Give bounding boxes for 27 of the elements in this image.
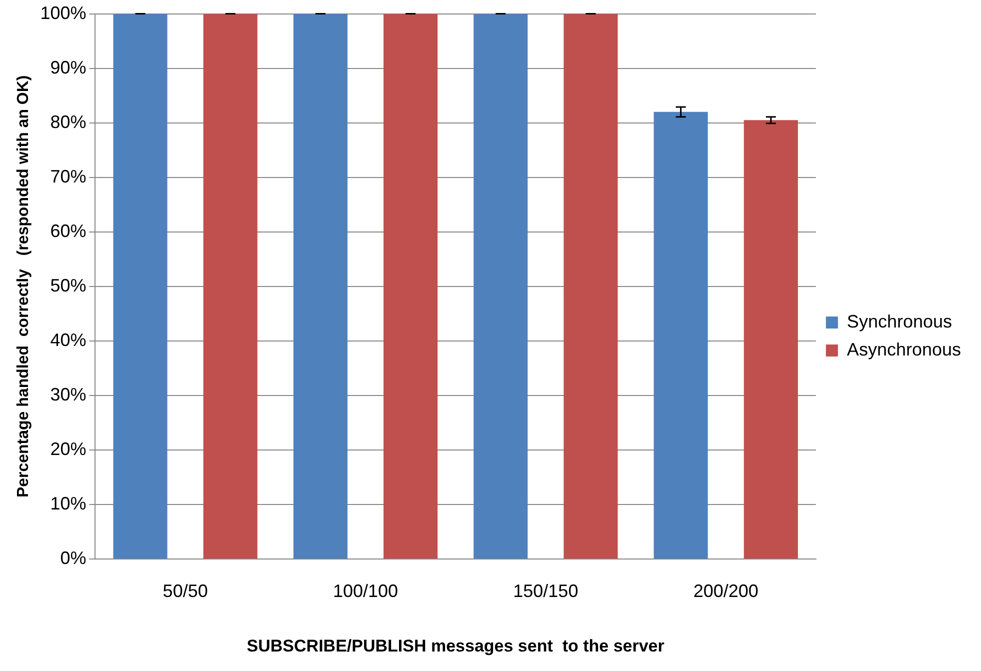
bar [564,14,618,558]
y-tick-label: 40% [50,330,86,350]
bar [293,14,348,558]
y-tick-label: 50% [50,275,86,296]
bar [474,14,528,558]
x-tick-label: 200/200 [693,580,758,601]
legend-label: Synchronous [846,311,952,332]
bar [744,120,798,558]
y-tick-label: 60% [50,220,86,241]
bar [113,14,168,558]
x-tick-label: 100/100 [332,580,398,601]
legend-label: Asynchronous [846,339,962,360]
y-axis-title: Percentage handled correctly (responded with an OK) [15,75,32,498]
y-tick-label: 70% [50,166,86,186]
y-tick-label: 10% [50,493,86,514]
x-tick-label: 50/50 [162,580,208,601]
y-tick-label: 20% [50,438,86,459]
y-tick-label: 0% [60,548,86,568]
y-tick-label: 80% [50,112,86,132]
bar [654,112,708,558]
y-tick-label: 30% [50,384,86,404]
y-tick-label: 100% [40,2,86,23]
x-axis-title: SUBSCRIBE/PUBLISH messages sent to the server [246,636,665,656]
x-tick-label: 150/150 [513,580,578,601]
bar [384,14,438,558]
bar [203,14,258,558]
y-tick-label: 90% [50,57,86,78]
